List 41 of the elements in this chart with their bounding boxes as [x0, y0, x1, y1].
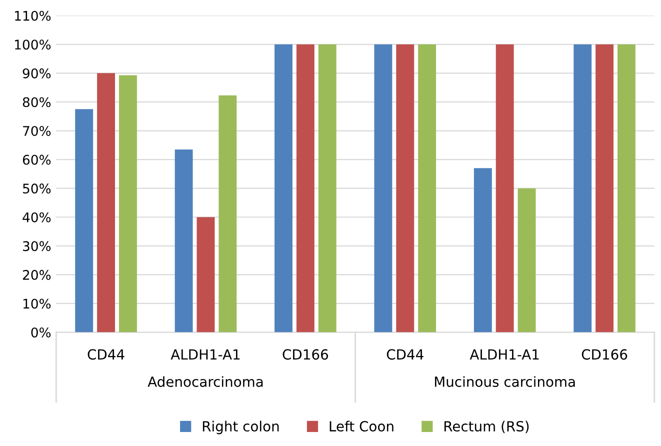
y-tick-label: 30% [23, 241, 51, 252]
y-tick-label: 40% [22, 212, 51, 222]
bar [296, 44, 314, 332]
bar [518, 188, 536, 332]
x-tick-label: CD44 [88, 349, 124, 360]
bar [596, 44, 614, 332]
bar [374, 44, 392, 332]
bar [396, 44, 414, 332]
x-tick-label: CD166 [582, 349, 628, 360]
bar [218, 95, 237, 332]
bar [196, 217, 215, 332]
x-tick-label: CD166 [282, 349, 328, 360]
y-tick-label: 50% [23, 184, 51, 194]
x-tick-label: CD44 [386, 349, 424, 360]
y-tick-label: 90% [22, 68, 51, 78]
bar [574, 44, 592, 332]
bar [318, 44, 336, 332]
bar [474, 168, 492, 332]
legend-label: Right colon [202, 420, 279, 434]
text: Adenocarcinoma [148, 376, 263, 387]
legend-label: Rectum (RS) [444, 420, 529, 434]
x-tick-label: ALDH1-A1 [170, 349, 240, 360]
bar [75, 109, 94, 332]
y-tick-label: 80% [22, 97, 51, 108]
text: Mucinous carcinoma [434, 376, 575, 387]
bar [618, 44, 636, 332]
y-tick-label: 0% [31, 327, 51, 338]
bar [97, 73, 116, 332]
y-tick-label: 70% [23, 126, 51, 136]
bar [418, 44, 436, 332]
bar [174, 149, 193, 332]
bar [118, 75, 137, 332]
y-tick-label: 20% [22, 270, 51, 280]
bar [496, 44, 514, 332]
y-tick-label: 100% [15, 40, 51, 50]
y-tick-label: 60% [22, 154, 51, 165]
y-tick-label: 10% [23, 298, 51, 309]
legend-label: Left Coon [330, 420, 394, 432]
bar [274, 44, 292, 332]
y-tick-label: 110% [15, 10, 51, 21]
x-tick-label: ALDH1-A1 [470, 349, 539, 360]
